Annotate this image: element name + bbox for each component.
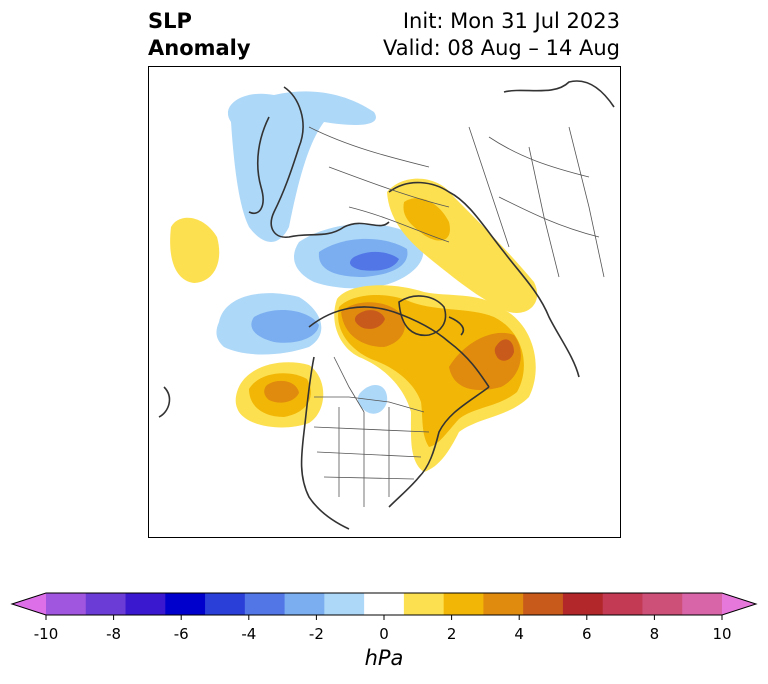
colorbar-segment [85, 593, 127, 615]
colorbar-tick-label: -6 [174, 625, 189, 643]
colorbar-tick-label: -8 [106, 625, 121, 643]
country-borders [308, 126, 605, 507]
anomaly-negative-alaska-core [251, 310, 319, 343]
colorbar-extend-high [722, 593, 756, 615]
colorbar-tick-label: 2 [447, 625, 457, 643]
colorbar-segment [403, 593, 445, 615]
colorbar-segment [125, 593, 166, 615]
colorbar-segment [642, 593, 683, 615]
anomaly-positive-north-atlantic [170, 217, 220, 283]
colorbar-tick-label: -4 [241, 625, 256, 643]
colorbar-segment [244, 593, 286, 615]
colorbar-segments [10, 592, 758, 616]
colorbar-segment [483, 593, 524, 615]
init-date-label: Init: Mon 31 Jul 2023 [402, 9, 620, 33]
anomaly-negative-siberia-peak [349, 251, 399, 271]
colorbar-segment [284, 593, 325, 615]
colorbar-tick-label: 0 [379, 625, 389, 643]
anomaly-positive-eurasia-core [403, 198, 450, 241]
colorbar-segment [165, 593, 206, 615]
colorbar-segment [364, 593, 405, 615]
coastlines [158, 80, 615, 530]
anomaly-negative-hudson [357, 384, 388, 414]
colorbar-tick-label: 8 [650, 625, 660, 643]
colorbar-tick-label: 6 [582, 625, 592, 643]
map-title: SLP Anomaly [148, 8, 251, 62]
title-line-2: Anomaly [148, 36, 251, 60]
colorbar-unit-label: hPa [364, 646, 404, 670]
colorbar: -10 -8 -6 -4 -2 0 2 4 6 8 10 [10, 592, 758, 643]
colorbar-tick-label: 4 [514, 625, 524, 643]
colorbar-segment [602, 593, 643, 615]
map-canvas [158, 80, 615, 530]
valid-date-label: Valid: 08 Aug – 14 Aug [382, 36, 620, 60]
map-subtitle: Init: Mon 31 Jul 2023 Valid: 08 Aug – 14… [383, 8, 620, 62]
colorbar-segment [682, 593, 723, 615]
colorbar-segment [562, 593, 604, 615]
slp-anomaly-map [148, 66, 621, 538]
title-line-1: SLP [148, 9, 192, 33]
anomaly-positive-pacific-peak [264, 380, 299, 403]
colorbar-segment [205, 593, 246, 615]
colorbar-segment [324, 593, 365, 615]
colorbar-segment [46, 593, 87, 615]
colorbar-segment [523, 593, 564, 615]
colorbar-tick-label: 10 [712, 625, 731, 643]
colorbar-segment [443, 593, 484, 615]
colorbar-ticks: -10 -8 -6 -4 -2 0 2 4 6 8 10 [34, 615, 732, 643]
colorbar-tick-label: -10 [34, 625, 59, 643]
colorbar-tick-label: -2 [309, 625, 324, 643]
anomaly-negative-greenland-sea [227, 91, 376, 242]
colorbar-extend-low [12, 593, 46, 615]
anomaly-positive-arctic-canada-peak [354, 310, 514, 361]
